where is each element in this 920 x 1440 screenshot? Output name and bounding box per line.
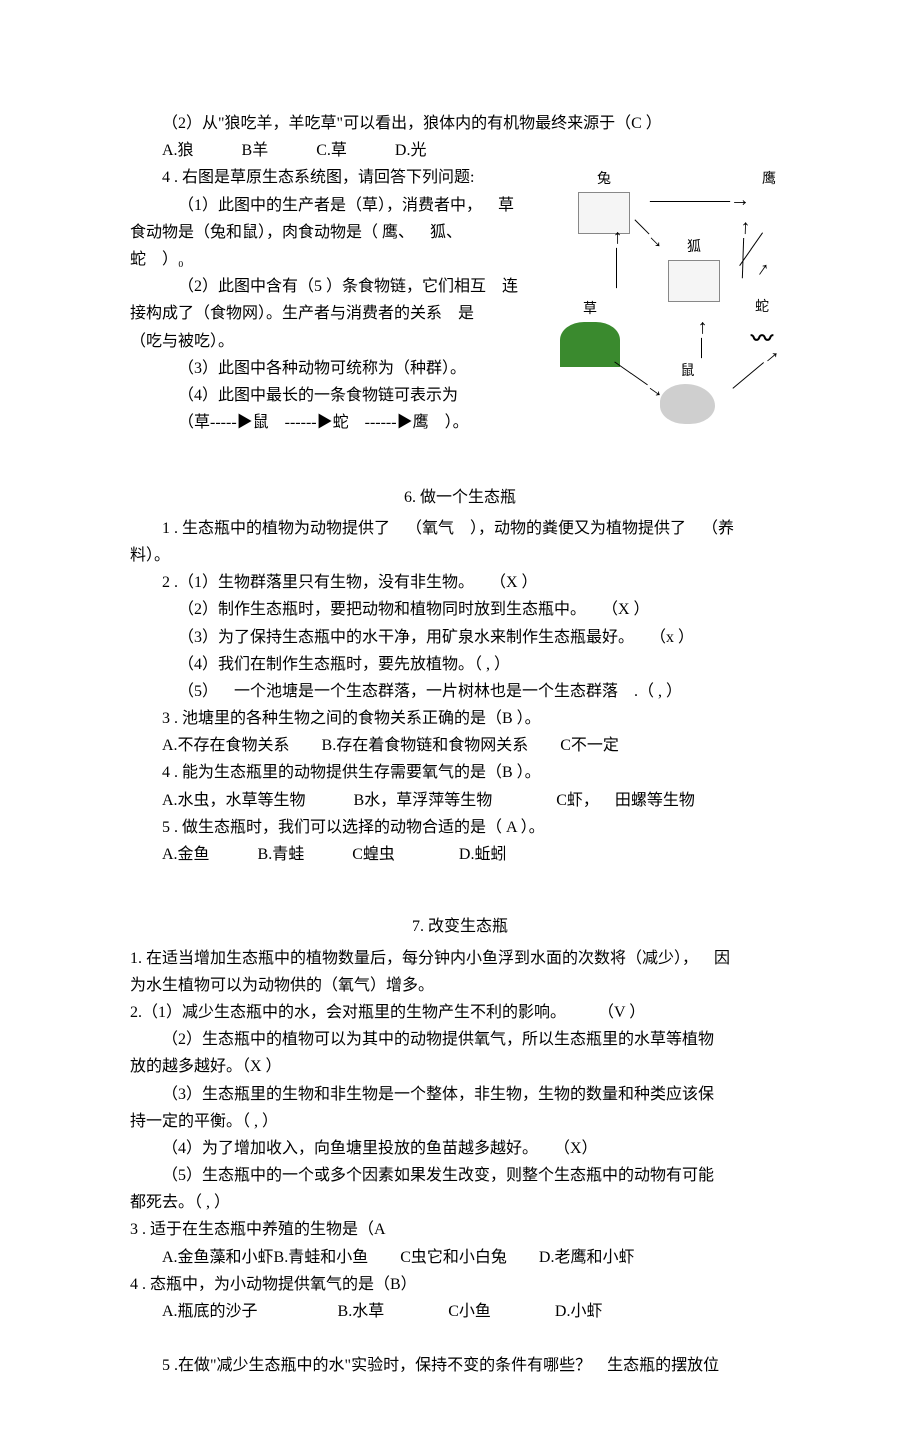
s7-2-5b: 都死去。（ , ） [130, 1189, 790, 1216]
s6-5: 5 . 做生态瓶时，我们可以选择的动物合适的是（ A ）。 [130, 814, 790, 841]
s7-2-1: 2.（1）减少生态瓶中的水，会对瓶里的生物产生不利的影响。 （V ） [130, 999, 790, 1026]
grass-icon [560, 322, 620, 367]
s6-4: 4 . 能为生态瓶里的动物提供生存需要氧气的是（B ）。 [130, 759, 790, 786]
label-snake: 蛇 [755, 300, 769, 315]
s7-5: 5 .在做"减少生态瓶中的水"实验时，保持不变的条件有哪些？ 生态瓶的摆放位 [130, 1352, 790, 1379]
arrow-grass-rabbit: ——→ [605, 228, 625, 288]
s7-2-4: （4）为了增加收入，向鱼塘里投放的鱼苗越多越好。 （X） [130, 1135, 790, 1162]
s6-5-opts: A.金鱼 B.青蛙 C蝗虫 D.蚯蚓 [130, 841, 790, 868]
s7-2-5a: （5）生态瓶中的一个或多个因素如果发生改变，则整个生态瓶中的动物有可能 [130, 1162, 790, 1189]
s7-1a: 1. 在适当增加生态瓶中的植物数量后，每分钟内小鱼浮到水面的次数将（减少）， 因 [130, 945, 790, 972]
arrow-rabbit-eagle: ————→ [650, 190, 750, 210]
s6-2-5: （5） 一个池塘是一个生态群落，一片树林也是一个生态群落 .（ , ） [130, 678, 790, 705]
s7-4-opts: A.瓶底的沙子 B.水草 C小鱼 D.小虾 [130, 1298, 790, 1325]
q2-options: A.狼 B羊 C.草 D.光 [130, 137, 790, 164]
s6-2-1: 2 .（1）生物群落里只有生物，没有非生物。 （X ） [130, 569, 790, 596]
arrow-snake-eagle: ——→ [731, 218, 753, 279]
s6-1a: 1 . 生态瓶中的植物为动物提供了 （氧气 ），动物的粪便又为植物提供了 （养 [130, 515, 790, 542]
label-grass: 草 [583, 302, 597, 317]
label-mouse: 鼠 [681, 364, 695, 379]
s7-1b: 为水生植物可以为动物供的（氧气）增多。 [130, 972, 790, 999]
s7-2-3b: 持一定的平衡。（ , ） [130, 1108, 790, 1135]
arrow-mouse-fox: —→ [690, 318, 710, 358]
s6-3-opts: A.不存在食物关系 B.存在着食物链和食物网关系 C不一定 [130, 732, 790, 759]
arrow-rabbit-fox: —→ [629, 212, 671, 254]
label-rabbit: 兔 [597, 172, 611, 187]
s7-3: 3 . 适于在生态瓶中养殖的生物是（A [130, 1216, 790, 1243]
mouse-icon [660, 384, 715, 424]
s7-4: 4 . 态瓶中，为小动物提供氧气的是（B） [130, 1271, 790, 1298]
s6-2-3: （3）为了保持生态瓶中的水干净，用矿泉水来制作生态瓶最好。 （x ） [130, 624, 790, 651]
s7-2-2a: （2）生态瓶中的植物可以为其中的动物提供氧气，所以生态瓶里的水草等植物 [130, 1026, 790, 1053]
q2-line: （2）从"狼吃羊，羊吃草"可以看出，狼体内的有机物最终来源于（C ） [130, 110, 790, 137]
snake-icon: 〰 [738, 320, 786, 350]
s6-3: 3 . 池塘里的各种生物之间的食物关系正确的是（B ）。 [130, 705, 790, 732]
label-eagle: 鹰 [762, 168, 776, 192]
s7-3-opts: A.金鱼藻和小虾B.青蛙和小鱼 C虫它和小白兔 D.老鹰和小虾 [130, 1244, 790, 1271]
s6-2-4: （4）我们在制作生态瓶时，要先放植物。（ , ） [130, 651, 790, 678]
fox-icon [668, 260, 720, 302]
ecosystem-diagram: 兔 鹰 ————→ 狐 ——→ —→ 草 ——→ 蛇 〰 ——→ 鼠 [560, 168, 790, 428]
label-fox: 狐 [687, 240, 701, 255]
s6-2-2: （2）制作生态瓶时，要把动物和植物同时放到生态瓶中。 （X ） [130, 596, 790, 623]
s6-1b: 料）。 [130, 542, 790, 569]
s6-4-opts: A.水虫，水草等生物 B水，草浮萍等生物 C虾， 田螺等生物 [130, 787, 790, 814]
s7-2-3a: （3）生态瓶里的生物和非生物是一个整体，非生物，生物的数量和种类应该保 [130, 1081, 790, 1108]
section-7-title: 7. 改变生态瓶 [130, 913, 790, 940]
s7-2-2b: 放的越多越好。（X ） [130, 1053, 790, 1080]
section-6-title: 6. 做一个生态瓶 [130, 484, 790, 511]
